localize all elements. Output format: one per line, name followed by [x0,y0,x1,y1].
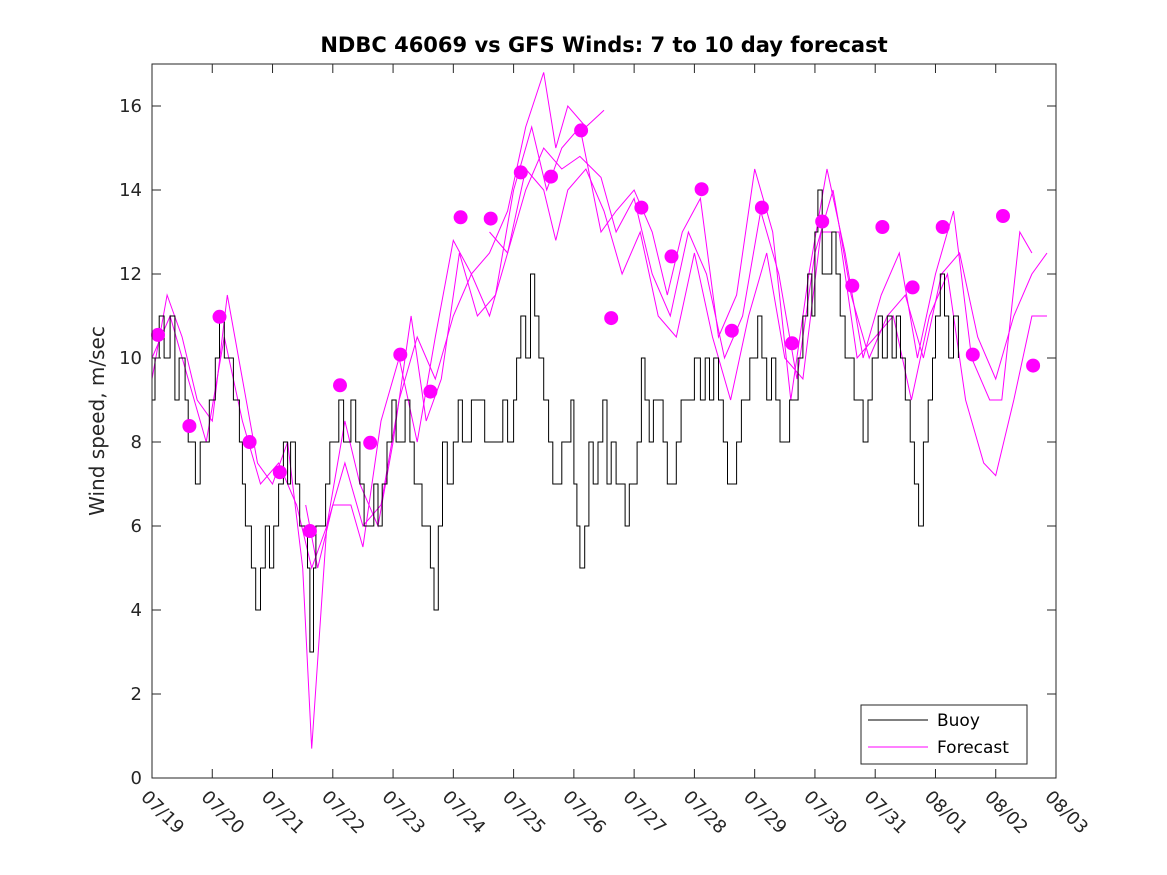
forecast-point [754,200,769,215]
forecast-point [815,214,830,229]
forecast-point [242,435,257,449]
plot-frame [151,63,1057,779]
legend-box [860,704,1028,765]
forecast-point [724,323,739,338]
y-tick-label: 4 [131,600,142,621]
legend-buoy-label: Buoy [937,711,980,731]
y-tick-label: 8 [131,432,142,453]
legend: Buoy Forecast [860,704,1028,765]
legend-forecast-label: Forecast [937,738,1009,758]
forecast-point [513,165,528,180]
y-tick-label: 2 [131,684,142,705]
forecast-point [363,435,378,450]
forecast-point [393,347,408,362]
y-tick-label: 6 [131,516,142,537]
forecast-point [905,280,920,295]
chart-title: NDBC 46069 vs GFS Winds: 7 to 10 day for… [320,33,887,57]
plot-area [151,72,1048,749]
forecast-point [996,209,1010,223]
forecast-point [664,249,679,264]
y-tick-label: 10 [119,348,142,369]
forecast-point [453,210,468,225]
forecast-point [302,524,317,538]
forecast-point [272,465,287,480]
forecast-point [965,347,980,362]
forecast-point [1026,358,1041,373]
forecast-point [875,220,890,234]
forecast-point [845,278,860,293]
y-tick-label: 16 [119,96,142,117]
buoy-series [152,189,959,653]
forecast-point [634,200,649,215]
y-tick-label: 0 [131,768,142,789]
forecast-point [694,182,709,197]
forecast-point [212,309,227,324]
buoy-line [152,189,959,653]
forecast-line [151,125,1033,749]
forecast-point [151,327,165,342]
forecast-line [305,72,605,569]
forecast-point [182,419,197,433]
forecast-line [489,167,1047,477]
forecast-markers [151,123,1041,538]
y-axis: 0 2 4 6 8 10 12 14 16 [119,96,1056,789]
forecast-point [423,384,438,399]
y-tick-label: 14 [119,180,142,201]
forecast-point [483,211,498,226]
forecast-point [935,220,950,234]
forecast-point [574,123,589,138]
y-tick-label: 12 [119,264,142,285]
forecast-point [333,378,347,393]
forecast-point [544,169,558,184]
forecast-point [785,336,799,351]
forecast-point [604,311,619,326]
y-axis-label: Wind speed, m/sec [85,326,109,516]
